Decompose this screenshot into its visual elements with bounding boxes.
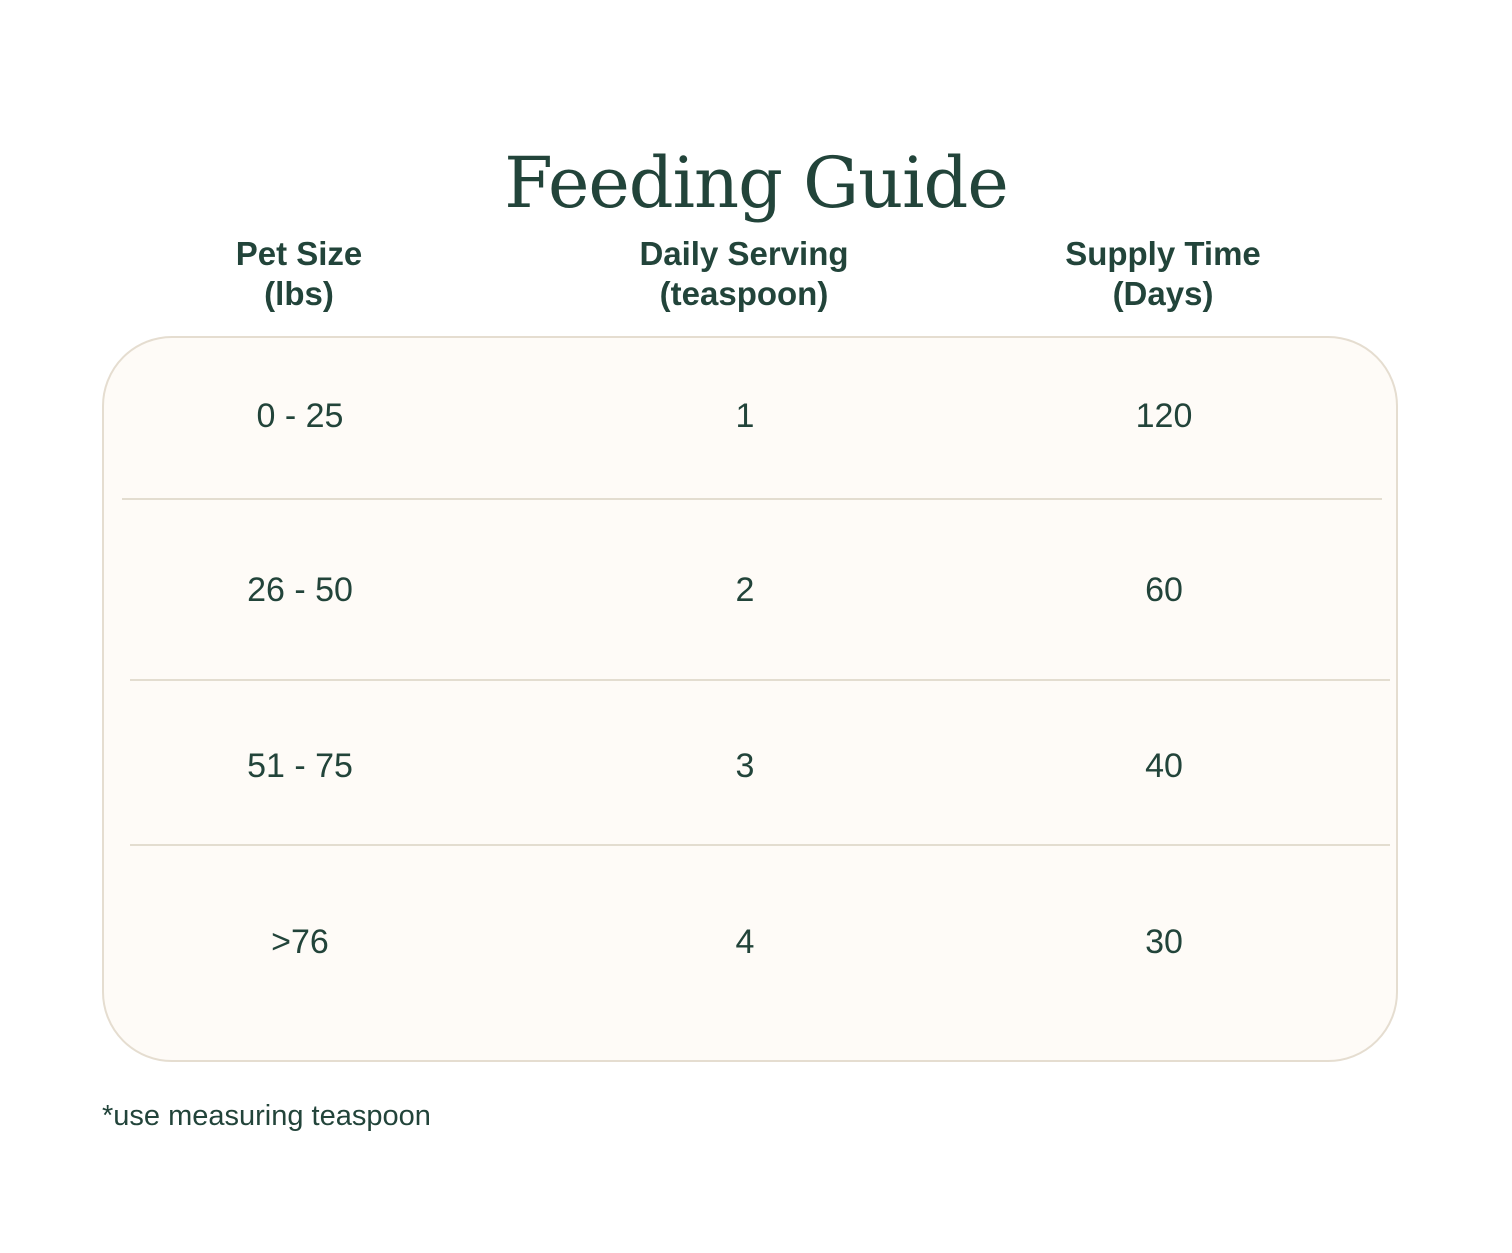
column-header-unit: (Days)	[1112, 275, 1214, 312]
feeding-table: 0 - 25 1 120 26 - 50 2 60 51 - 75 3 40 >…	[102, 336, 1398, 1062]
row-divider	[130, 679, 1390, 681]
table-cell-daily-serving: 3	[735, 747, 755, 785]
column-header-daily-serving: Daily Serving (teaspoon)	[544, 234, 944, 314]
table-cell-supply-time: 30	[1145, 923, 1183, 961]
row-divider	[122, 498, 1382, 500]
table-cell-daily-serving: 4	[735, 923, 755, 961]
table-cell-pet-size: 0 - 25	[256, 397, 344, 435]
table-cell-daily-serving: 1	[735, 397, 755, 435]
footnote: *use measuring teaspoon	[102, 1100, 431, 1132]
table-cell-pet-size: 26 - 50	[247, 571, 353, 609]
column-header-line: Supply Time	[1065, 235, 1261, 272]
table-cell-pet-size: >76	[271, 923, 329, 961]
table-cell-supply-time: 120	[1135, 397, 1193, 435]
table-cell-supply-time: 40	[1145, 747, 1183, 785]
column-header-supply-time: Supply Time (Days)	[963, 234, 1363, 314]
column-header-line: Pet Size	[235, 235, 363, 272]
page-title: Feeding Guide	[504, 141, 1009, 224]
column-header-pet-size: Pet Size (lbs)	[99, 234, 499, 314]
column-header-line: Daily Serving	[639, 235, 849, 272]
column-header-unit: (teaspoon)	[659, 275, 829, 312]
table-cell-pet-size: 51 - 75	[247, 747, 353, 785]
column-header-unit: (lbs)	[264, 275, 334, 312]
row-divider	[130, 844, 1390, 846]
table-cell-daily-serving: 2	[735, 571, 755, 609]
table-cell-supply-time: 60	[1145, 571, 1183, 609]
